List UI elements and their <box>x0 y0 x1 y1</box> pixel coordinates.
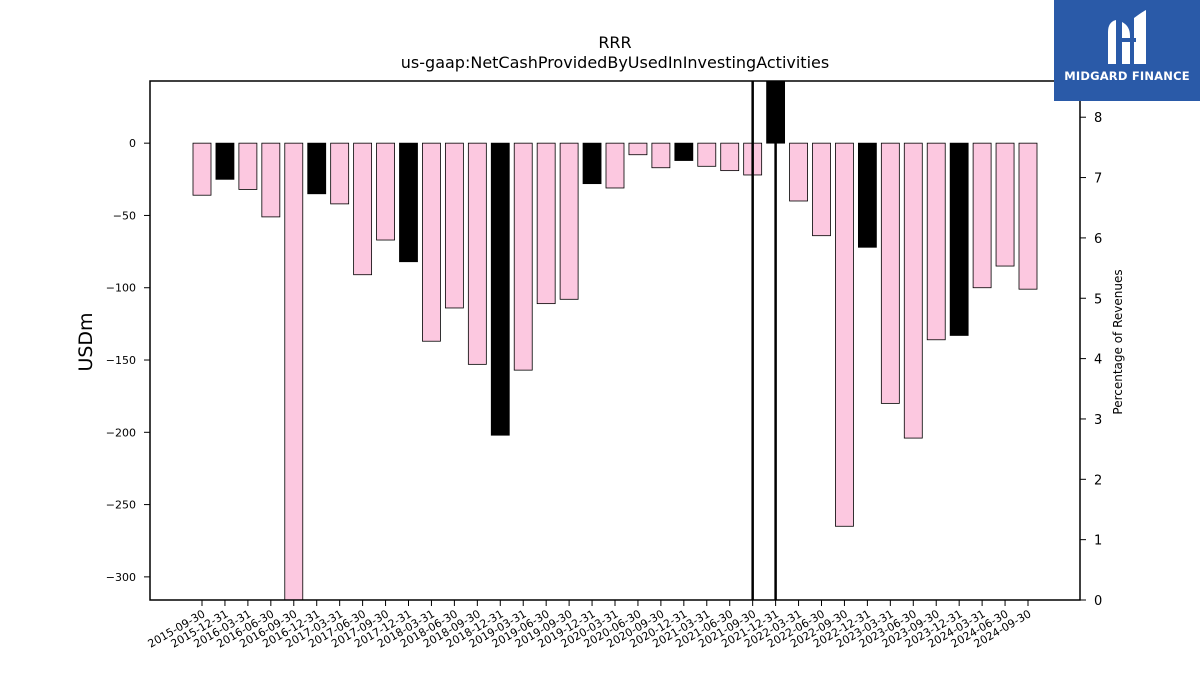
plot-area: 0−50−100−150−200−250−3000123456782015-09… <box>106 80 1102 651</box>
bar <box>261 142 281 218</box>
bar <box>238 142 258 190</box>
bar <box>330 142 350 205</box>
bar <box>903 142 923 439</box>
bar <box>353 142 373 276</box>
bar <box>857 142 877 248</box>
y-axis-label: USDm <box>75 312 97 371</box>
bar <box>490 142 510 436</box>
y2-tick-label: 1 <box>1094 534 1102 549</box>
bar <box>376 142 395 241</box>
bar <box>674 142 694 161</box>
bar <box>651 142 671 169</box>
y-tick-label: −100 <box>106 282 136 295</box>
y2-tick-label: 5 <box>1094 292 1102 307</box>
bar <box>559 142 579 300</box>
y-tick-label: −150 <box>106 354 136 367</box>
brand-name: MIDGARD FINANCE <box>1064 69 1190 83</box>
y-tick-label: −300 <box>106 571 136 584</box>
bar <box>513 142 533 371</box>
y-tick-label: −50 <box>113 209 136 222</box>
bar <box>789 142 808 202</box>
y2-axis-label: Percentage of Revenues <box>1111 269 1125 414</box>
bar <box>399 142 418 263</box>
y-tick-label: 0 <box>129 137 136 150</box>
bar <box>192 142 212 196</box>
y-tick-label: −200 <box>106 426 136 439</box>
bar <box>284 142 304 601</box>
brand-logo: MIDGARD FINANCE <box>1054 0 1200 101</box>
bar <box>697 142 717 167</box>
chart-title: RRR <box>598 33 631 52</box>
bar <box>215 142 235 180</box>
y2-tick-label: 3 <box>1094 413 1102 428</box>
bar <box>949 142 969 336</box>
bar <box>536 142 556 305</box>
bar <box>582 142 602 185</box>
plot-frame <box>149 80 1081 601</box>
bar <box>1018 142 1038 290</box>
bar <box>422 142 441 342</box>
y2-tick-label: 7 <box>1094 172 1102 187</box>
bar <box>444 142 464 309</box>
bar <box>880 142 900 404</box>
bar <box>720 142 740 172</box>
y-tick-label: −250 <box>106 499 136 512</box>
bar <box>926 142 946 341</box>
bar <box>628 142 648 156</box>
bar <box>835 142 854 527</box>
bar <box>467 142 487 365</box>
bar <box>972 142 992 289</box>
logo-mark-icon <box>1108 10 1146 64</box>
y2-tick-label: 2 <box>1094 473 1102 488</box>
y2-tick-label: 6 <box>1094 232 1102 247</box>
chart-subtitle: us-gaap:NetCashProvidedByUsedInInvesting… <box>401 53 829 72</box>
y2-tick-label: 4 <box>1094 353 1102 368</box>
bar <box>307 142 327 195</box>
bar <box>812 142 831 237</box>
y2-tick-label: 8 <box>1094 111 1102 126</box>
bar <box>995 142 1015 267</box>
y2-tick-label: 0 <box>1094 594 1102 609</box>
bar <box>605 142 625 189</box>
